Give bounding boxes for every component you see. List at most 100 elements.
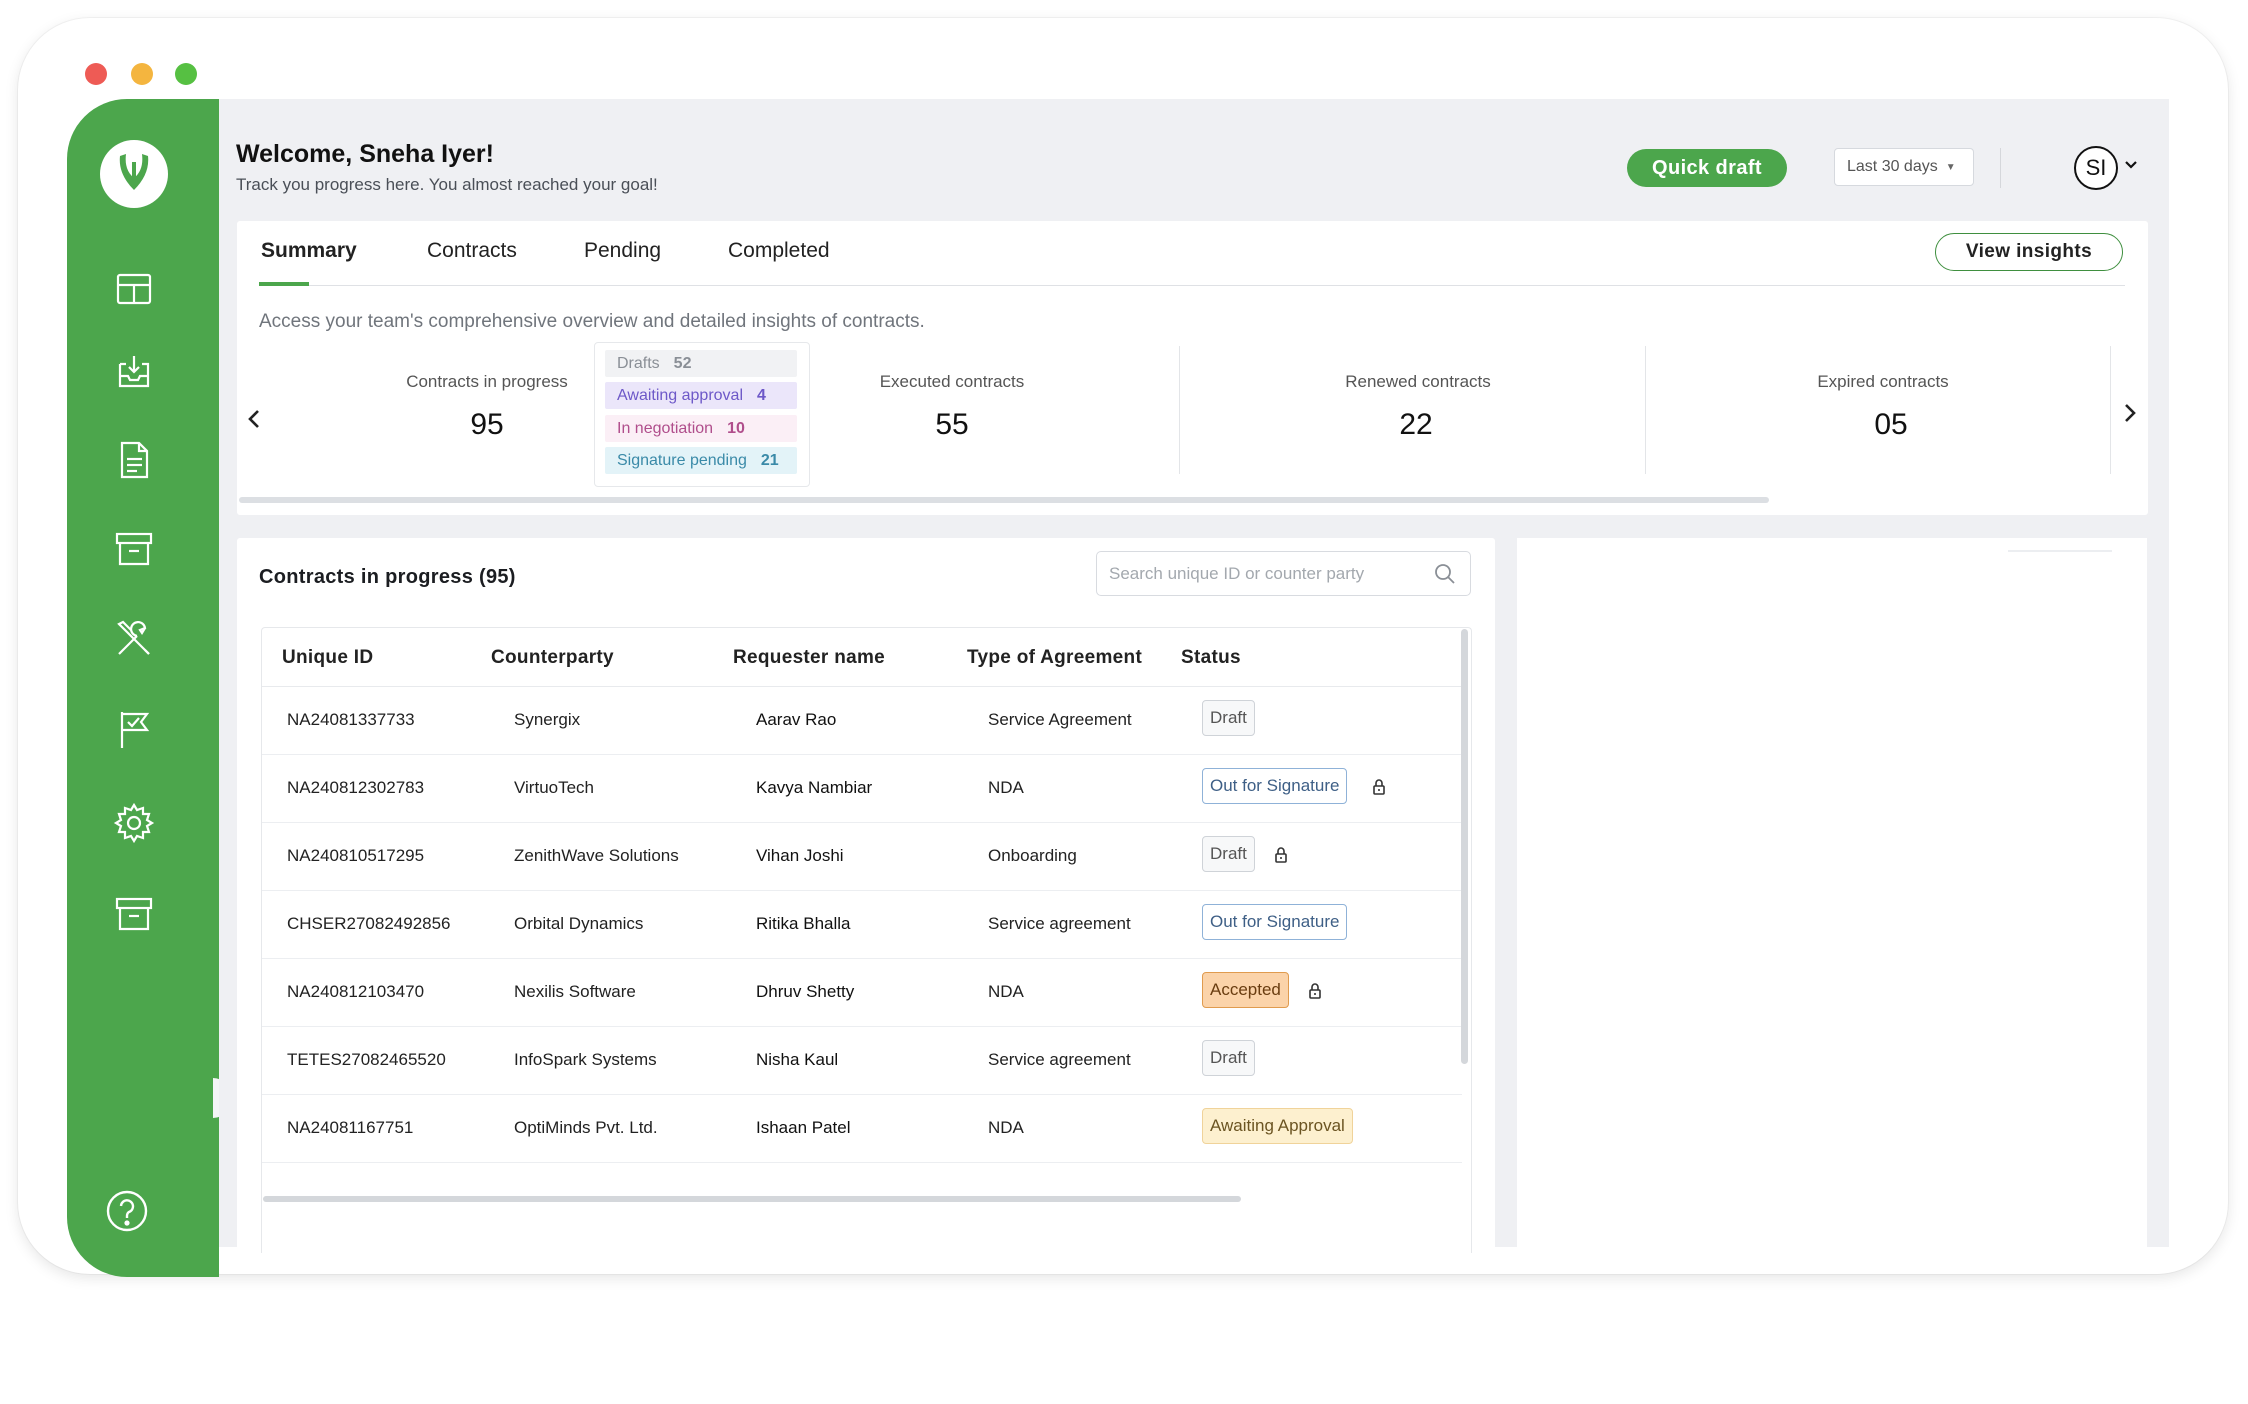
table-horizontal-scrollbar[interactable] [263,1196,1241,1202]
breakdown-label: Awaiting approval [617,386,744,404]
tab-completed[interactable]: Completed [728,239,830,262]
tab-summary[interactable]: Summary [261,239,357,262]
right-panel-card [1517,538,2147,1252]
lock-icon [1308,982,1322,1000]
cell-requester: Dhruv Shetty [756,982,855,1001]
status-badge[interactable]: Out for Signature [1202,904,1348,940]
header-divider [2000,148,2001,188]
quick-draft-button[interactable]: Quick draft [1627,149,1787,187]
table-row[interactable]: NA24081167751 OptiMinds Pvt. Ltd. Ishaan P… [262,1095,1462,1163]
active-tab-indicator [259,282,309,286]
status-badge[interactable]: Accepted [1202,972,1289,1008]
stat-label-renewed: Renewed contracts [1345,372,1491,391]
dashboard-icon[interactable] [111,266,157,312]
flag-check-icon[interactable] [111,706,157,752]
sidebar [67,99,219,1277]
cell-agreement-type: NDA [988,982,1024,1001]
cell-requester: Nisha Kaul [756,1050,839,1069]
table-row[interactable]: TETES27082465520 InfoSpark Systems Nisha K… [262,1027,1462,1095]
summary-description: Access your team's comprehensive overvie… [259,311,925,332]
stat-value-renewed: 22 [1399,408,1433,441]
table-header: Unique ID Counterparty Requester name Ty… [262,628,1462,687]
tools-icon[interactable] [111,616,157,662]
summary-card [237,221,2148,515]
stat-value-in-progress: 95 [470,408,504,441]
breakdown-label: In negotiation [617,419,714,437]
status-badge[interactable]: Draft [1202,836,1255,872]
cell-agreement-type: Service agreement [988,914,1131,933]
cell-counterparty: OptiMinds Pvt. Ltd. [514,1118,658,1137]
date-range-select[interactable]: Last 30 days ▼ [1834,148,1974,186]
tab-contracts[interactable]: Contracts [427,239,517,262]
breakdown-count: 4 [757,386,766,404]
brand-logo-icon[interactable] [100,140,168,208]
column-header-counterparty[interactable]: Counterparty [491,647,614,668]
view-insights-button[interactable]: View insights [1935,233,2123,271]
stat-divider [1645,346,1646,474]
chevron-right-icon[interactable] [2118,401,2142,425]
search-input[interactable]: Search unique ID or counter party [1096,551,1471,596]
table-row[interactable]: NA240810517295 ZenithWave Solutions Vihan … [262,823,1462,891]
breakdown-drafts[interactable]: Drafts 52 [605,350,797,377]
stat-divider [1179,346,1180,474]
chevron-left-icon[interactable] [242,407,266,431]
gear-icon[interactable] [111,800,157,846]
chevron-down-icon[interactable] [2124,158,2138,172]
cell-unique-id: NA240812302783 [287,778,425,797]
cell-unique-id: NA240810517295 [287,846,425,865]
date-range-value: Last 30 days [1847,158,1938,175]
status-badge[interactable]: Draft [1202,700,1255,736]
search-icon[interactable] [1434,563,1456,585]
column-header-agreement-type[interactable]: Type of Agreement [967,647,1143,668]
cell-requester: Ishaan Patel [756,1118,851,1137]
status-badge[interactable]: Awaiting Approval [1202,1108,1353,1144]
contracts-section-title: Contracts in progress (95) [259,566,516,588]
storage-box-icon[interactable] [111,891,157,937]
page-title: Welcome, Sneha Iyer! [236,140,494,168]
summary-horizontal-scrollbar[interactable] [239,497,1769,503]
stat-label-in-progress: Contracts in progress [406,372,568,391]
tabs-divider [259,285,2125,286]
contracts-table: Unique ID Counterparty Requester name Ty… [261,627,1472,1253]
breakdown-label: Drafts [617,354,660,372]
window-close-dot[interactable] [85,63,107,85]
stat-divider [2110,346,2111,474]
table-vertical-scrollbar[interactable] [1461,629,1468,1064]
cell-counterparty: Orbital Dynamics [514,914,644,933]
table-row[interactable]: NA24081337733 Synergix Aarav Rao Service Ag… [262,687,1462,755]
right-panel-indicator [2008,550,2112,552]
archive-icon[interactable] [111,526,157,572]
caret-down-icon: ▼ [1945,161,1956,173]
cell-agreement-type: NDA [988,778,1024,797]
column-header-unique-id[interactable]: Unique ID [282,647,374,668]
avatar[interactable]: SI [2074,146,2118,190]
inbox-download-icon[interactable] [111,348,157,394]
progress-breakdown-popover: Drafts 52 Awaiting approval 4 In negotia… [594,342,810,487]
lock-icon [1372,778,1386,796]
window-minimize-dot[interactable] [131,63,153,85]
table-row[interactable]: NA240812302783 VirtuoTech Kavya Nambiar NDA… [262,755,1462,823]
breakdown-awaiting-approval[interactable]: Awaiting approval 4 [605,382,797,409]
cell-unique-id: NA24081167751 [287,1118,414,1137]
breakdown-in-negotiation[interactable]: In negotiation 10 [605,415,797,442]
cell-requester: Aarav Rao [756,710,837,729]
breakdown-count: 10 [727,419,745,437]
cell-agreement-type: NDA [988,1118,1024,1137]
window-maximize-dot[interactable] [175,63,197,85]
column-header-requester[interactable]: Requester name [733,647,886,668]
table-row[interactable]: NA240812103470 Nexilis Software Dhruv Shet… [262,959,1462,1027]
status-badge[interactable]: Out for Signature [1202,768,1348,804]
column-header-status[interactable]: Status [1181,647,1241,668]
help-icon[interactable] [104,1188,150,1234]
cell-requester: Ritika Bhalla [756,914,851,933]
breakdown-signature-pending[interactable]: Signature pending 21 [605,447,797,474]
cell-unique-id: NA240812103470 [287,982,425,1001]
search-placeholder: Search unique ID or counter party [1109,563,1365,583]
tab-pending[interactable]: Pending [584,239,662,262]
cell-unique-id: TETES27082465520 [287,1050,446,1069]
document-icon[interactable] [111,437,157,483]
breakdown-count: 21 [760,451,779,469]
table-row[interactable]: CHSER27082492856 Orbital Dynamics Ritika B… [262,891,1462,959]
status-badge[interactable]: Draft [1202,1040,1255,1076]
cell-requester: Kavya Nambiar [756,778,873,797]
